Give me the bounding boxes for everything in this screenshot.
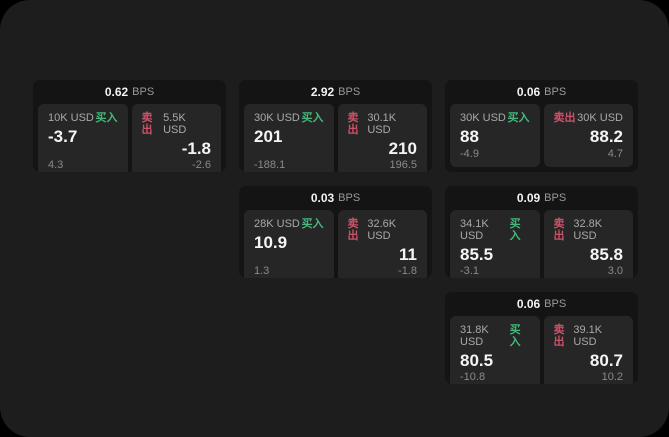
sell-tag: 卖出 [347,218,359,242]
spread-card: 0.06 BPS 30K USD 买入 88 -4.9 卖出 [445,80,638,172]
spread-card: 0.03 BPS 28K USD 买入 10.9 1.3 卖出 [239,186,432,278]
spread-card: 0.09 BPS 34.1K USD 买入 85.5 -3.1 卖出 [445,186,638,278]
buy-tag: 买入 [507,112,530,124]
sell-delta: 196.5 [389,159,417,171]
quote-card-grid: 0.62 BPS 10K USD 买入 -3.7 4.3 卖出 [33,80,638,384]
sell-delta: 4.7 [607,148,623,160]
bps-value: 0.06 [516,85,541,99]
sell-tag: 卖出 [553,112,576,124]
buy-tag: 买入 [509,324,521,348]
quote-tiles: 28K USD 买入 10.9 1.3 卖出 32.6K USD 11 -1.8 [239,210,432,278]
buy-tag: 买入 [301,218,324,230]
bps-unit: BPS [338,86,361,98]
bps-value: 0.06 [516,297,541,311]
sell-delta: 3.0 [607,265,623,277]
card-header: 2.92 BPS [239,80,432,104]
buy-delta: -188.1 [254,159,286,171]
quote-tiles: 10K USD 买入 -3.7 4.3 卖出 5.5K USD -1.8 -2.… [33,104,226,172]
sell-price: 80.7 [589,351,623,370]
card-header: 0.09 BPS [445,186,638,210]
card-header: 0.03 BPS [239,186,432,210]
sell-price: 85.8 [589,245,623,264]
buy-price: 80.5 [460,351,494,370]
buy-price: 88 [460,127,479,146]
sell-tile[interactable]: 卖出 5.5K USD -1.8 -2.6 [131,104,221,172]
sell-tile[interactable]: 卖出 32.8K USD 85.8 3.0 [543,210,633,278]
bps-unit: BPS [544,192,567,204]
buy-price: -3.7 [48,127,78,146]
quote-tiles: 30K USD 买入 88 -4.9 卖出 30K USD 88.2 4.7 [445,104,638,172]
buy-delta: 4.3 [48,159,64,171]
notional-label: 28K USD [254,218,300,230]
spread-card: 2.92 BPS 30K USD 买入 201 -188.1 卖出 [239,80,432,172]
buy-tile[interactable]: 30K USD 买入 201 -188.1 [244,104,334,172]
bps-unit: BPS [338,192,361,204]
sell-tile[interactable]: 卖出 32.6K USD 11 -1.8 [337,210,427,278]
sell-delta: -2.6 [192,159,211,171]
buy-tile[interactable]: 28K USD 买入 10.9 1.3 [244,210,334,278]
buy-tile[interactable]: 30K USD 买入 88 -4.9 [450,104,540,167]
buy-delta: 1.3 [254,265,270,277]
buy-tile[interactable]: 34.1K USD 买入 85.5 -3.1 [450,210,540,278]
notional-label: 39.1K USD [573,324,603,348]
sell-delta: -1.8 [398,265,417,277]
buy-tag: 买入 [301,112,324,124]
buy-tag: 买入 [509,218,521,242]
notional-label: 30K USD [254,112,300,124]
spread-card: 0.62 BPS 10K USD 买入 -3.7 4.3 卖出 [33,80,226,172]
sell-tile[interactable]: 卖出 30.1K USD 210 196.5 [337,104,427,172]
card-header: 0.62 BPS [33,80,226,104]
bps-unit: BPS [132,86,155,98]
notional-label: 10K USD [48,112,94,124]
buy-tile[interactable]: 31.8K USD 买入 80.5 -10.8 [450,316,540,384]
buy-price: 201 [254,127,283,146]
buy-delta: -3.1 [460,265,479,277]
sell-delta: 10.2 [601,371,623,383]
buy-tile[interactable]: 10K USD 买入 -3.7 4.3 [38,104,128,172]
buy-tag: 买入 [95,112,118,124]
sell-tag: 卖出 [347,112,359,136]
sell-price: 11 [399,245,417,264]
sell-price: -1.8 [181,139,211,158]
bps-unit: BPS [544,298,567,310]
card-header: 0.06 BPS [445,80,638,104]
notional-label: 32.8K USD [573,218,603,242]
notional-label: 5.5K USD [163,112,187,136]
bps-unit: BPS [544,86,567,98]
notional-label: 30K USD [460,112,506,124]
quote-tiles: 30K USD 买入 201 -188.1 卖出 30.1K USD 210 1… [239,104,432,172]
quote-tiles: 31.8K USD 买入 80.5 -10.8 卖出 39.1K USD 80.… [445,316,638,384]
notional-label: 30.1K USD [367,112,397,136]
notional-label: 31.8K USD [460,324,489,348]
notional-label: 30K USD [577,112,623,124]
spread-card: 0.06 BPS 31.8K USD 买入 80.5 -10.8 卖 [445,292,638,384]
bps-value: 0.09 [516,191,541,205]
card-header: 0.06 BPS [445,292,638,316]
sell-tag: 卖出 [141,112,153,136]
sell-tile[interactable]: 卖出 39.1K USD 80.7 10.2 [543,316,633,384]
sell-price: 88.2 [589,127,623,146]
bps-value: 2.92 [310,85,335,99]
bps-value: 0.62 [104,85,129,99]
notional-label: 34.1K USD [460,218,489,242]
bps-value: 0.03 [310,191,335,205]
quote-tiles: 34.1K USD 买入 85.5 -3.1 卖出 32.8K USD 85.8… [445,210,638,278]
notional-label: 32.6K USD [367,218,397,242]
sell-tag: 卖出 [553,218,565,242]
buy-delta: -10.8 [460,371,486,383]
buy-price: 10.9 [254,233,288,252]
buy-price: 85.5 [460,245,494,264]
buy-delta: -4.9 [460,148,479,160]
sell-price: 210 [388,139,417,158]
sell-tile[interactable]: 卖出 30K USD 88.2 4.7 [543,104,633,167]
sell-tag: 卖出 [553,324,565,348]
